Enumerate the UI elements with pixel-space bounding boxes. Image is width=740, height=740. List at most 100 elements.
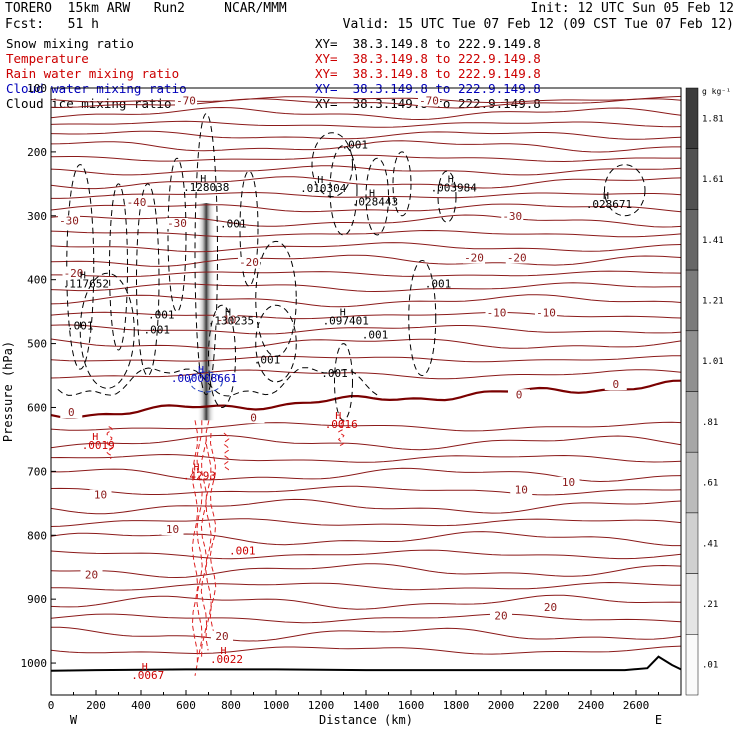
x-tick-label: 2000: [488, 699, 515, 712]
isotherm-line: [50, 485, 682, 496]
colorbar-label: .41: [702, 539, 718, 549]
x-tick-label: 1800: [443, 699, 470, 712]
colorbar-swatch: [685, 512, 699, 574]
colorbar-swatch: [685, 148, 699, 210]
isotherm-label: -20: [464, 252, 484, 265]
maximum-value: .003984: [431, 182, 478, 195]
isotherm-line: [50, 98, 682, 109]
x-tick-label: 1000: [263, 699, 290, 712]
field-name-snow: Snow mixing ratio: [6, 36, 134, 51]
contour-value-label: .001: [229, 544, 256, 557]
field-row-temperature: Temperature XY= 38.3.149.8 to 222.9.149.…: [0, 51, 740, 66]
contour-value-label: .001: [321, 367, 348, 380]
maximum-marker: H: [317, 175, 323, 186]
isotherm-label: -70: [419, 94, 439, 107]
contour-value-label: .001: [425, 277, 452, 290]
isotherm-label: 0: [68, 406, 75, 419]
y-tick-label: 800: [27, 529, 47, 542]
isotherm-line: [50, 324, 682, 335]
isotherm-line: [51, 581, 681, 591]
y-tick-label: 500: [27, 338, 47, 351]
isotherm-line: [50, 421, 682, 432]
field-row-snow: Snow mixing ratio XY= 38.3.149.8 to 222.…: [0, 36, 740, 51]
isotherm-label: 0: [516, 388, 523, 401]
cloud-ice-contour: [437, 170, 457, 223]
cloud-ice-contour: [365, 157, 389, 236]
maximum-marker: H: [221, 646, 227, 657]
isotherm-line: [50, 229, 682, 238]
x-tick-label: 1200: [308, 699, 335, 712]
x-tick-label: 800: [221, 699, 241, 712]
isotherm-line: [50, 282, 682, 293]
isotherm-label-bg: [535, 307, 557, 319]
colorbar-label: .21: [702, 600, 718, 610]
header-left-line1: TORERO 15km ARW Run2 NCAR/MMM: [5, 1, 287, 16]
colorbar-swatch: [685, 87, 699, 149]
colorbar-swatch: [685, 634, 699, 696]
isotherm-line: [50, 106, 682, 121]
isotherm-line: [50, 518, 682, 527]
x-tick-label: 2600: [623, 699, 650, 712]
isotherm-label-bg: [89, 489, 112, 501]
colorbar: 1.81 1.61 1.41 1.21 1.01 .81 .61 .41 .21 .01 g kg⁻…: [685, 87, 731, 696]
isotherm-line: [51, 270, 682, 278]
isotherm-label: -30: [502, 210, 522, 223]
snow-contour: [57, 367, 378, 397]
header-valid: Valid: 15 UTC Tue 07 Feb 12 (09 CST Tue …: [342, 17, 734, 32]
isotherm-label-bg: [242, 412, 265, 424]
isotherm-line: [50, 242, 682, 253]
isotherm-label-bg: [510, 484, 533, 496]
isotherm-line: [50, 154, 681, 163]
isotherm-label-bg: [238, 256, 260, 268]
isotherm-label: -20: [239, 256, 259, 269]
maximum-marker: H: [92, 432, 98, 443]
colorbar-label: .81: [702, 418, 718, 428]
y-tick-label: 400: [27, 274, 47, 287]
maximum-value: .028443: [352, 196, 398, 209]
isotherm-line: [50, 645, 682, 655]
isotherm-label-bg: [485, 307, 508, 319]
x-tick-label: 0: [48, 699, 55, 712]
contour-value-label: .001: [254, 353, 281, 366]
contour-value-label: .001: [144, 323, 171, 336]
isotherm-label: 0: [250, 411, 257, 424]
x-tick-label: 1600: [398, 699, 425, 712]
isotherm-label: 20: [215, 630, 228, 643]
cloud-ice-contour: [194, 113, 218, 396]
y-tick-label-top: 100: [27, 82, 47, 95]
colorbar-label: 1.21: [702, 296, 724, 306]
x-tick-label: 200: [86, 699, 106, 712]
x-tick-label: 400: [131, 699, 151, 712]
y-tick-label: 300: [27, 210, 47, 223]
freezing-isotherm: [50, 379, 682, 419]
header-left-line2: Fcst: 51 h: [5, 17, 99, 32]
isotherm-line: [50, 130, 682, 140]
isotherm-label-bg: [557, 476, 580, 488]
colorbar-swatch: [685, 209, 699, 271]
isotherm-line: [50, 140, 681, 153]
colorbar-label: .01: [702, 661, 718, 671]
isotherm-label: -30: [59, 214, 79, 227]
isotherm-line: [50, 95, 682, 104]
isotherm-line: [50, 434, 682, 451]
isotherm-label-bg: [166, 218, 188, 230]
cloud-ice-contour: [334, 343, 353, 421]
y-axis-label: Pressure (hPa): [1, 341, 15, 442]
maximum-value: .010304: [300, 182, 347, 195]
terrain-line: [50, 655, 682, 672]
isotherm-line: [50, 176, 682, 190]
cloud-ice-contour: [167, 157, 187, 313]
cloud-ice-contour: [255, 304, 297, 383]
isotherm-label: 0: [612, 378, 619, 391]
snow-maximum-shading: [197, 203, 216, 421]
maximum-value: .0022: [210, 653, 243, 666]
isotherm-label: -40: [127, 196, 147, 209]
rain-water-contour: [200, 439, 208, 657]
maximum-marker: H: [142, 662, 148, 673]
cloud-ice-contour: [239, 170, 259, 287]
maximum-value: .0019: [82, 439, 115, 452]
isotherm-label: 10: [94, 489, 107, 502]
contour-value-label: .001: [342, 139, 369, 152]
maximum-marker: H: [448, 175, 454, 186]
isotherm-label: 20: [494, 609, 507, 622]
